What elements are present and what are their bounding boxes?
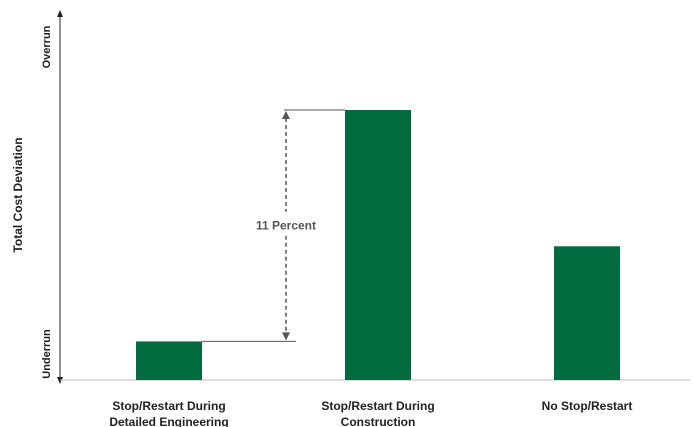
- category-label-1: Stop/Restart During Detailed Engineering: [109, 399, 228, 427]
- y-axis-arrow-top: [57, 10, 63, 17]
- y-axis-title: Total Cost Deviation: [11, 137, 25, 252]
- category-label-2: Stop/Restart During Construction: [321, 399, 434, 427]
- category-label-1-line-1: Stop/Restart During: [112, 399, 225, 413]
- category-label-2-line-1: Stop/Restart During: [321, 399, 434, 413]
- bar-2: [345, 110, 411, 380]
- category-label-1-line-2: Detailed Engineering: [109, 415, 228, 427]
- y-axis-end-label-top: Overrun: [41, 25, 53, 68]
- y-axis-end-label-bottom: Underrun: [41, 329, 53, 379]
- annotation-arrowhead-bottom: [282, 332, 290, 341]
- category-label-3: No Stop/Restart: [542, 399, 633, 413]
- bar-3: [554, 246, 620, 380]
- bar-1: [136, 341, 202, 380]
- annotation-label: 11 Percent: [256, 219, 316, 233]
- category-label-3-line-1: No Stop/Restart: [542, 399, 633, 413]
- annotation-arrowhead-top: [282, 111, 290, 119]
- category-label-2-line-2: Construction: [341, 415, 416, 427]
